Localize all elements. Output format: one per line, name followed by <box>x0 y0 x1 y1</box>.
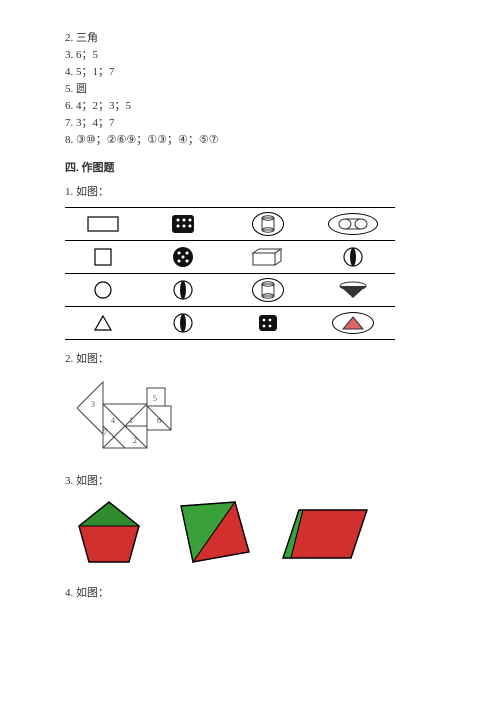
cone-icon <box>310 274 395 307</box>
table-row <box>65 208 395 241</box>
answer-3: 3. 6；5 <box>65 47 450 64</box>
section-title: 四. 作图题 <box>65 159 450 175</box>
parallelogram-shape <box>281 500 371 564</box>
table-row <box>65 274 395 307</box>
shape-table <box>65 207 395 340</box>
striped-sphere-icon <box>310 241 395 274</box>
answer-6: 6. 4；2；3；5 <box>65 98 450 115</box>
circle-icon <box>65 274 140 307</box>
checker-rect-icon <box>140 208 225 241</box>
rectangle-icon <box>65 208 140 241</box>
tangram-label: 6 <box>157 416 161 425</box>
table-row <box>65 307 395 340</box>
can-icon <box>225 274 310 307</box>
cuboid-icon <box>225 241 310 274</box>
item-4-label: 4. 如图： <box>65 584 450 600</box>
quad-shape <box>175 496 255 568</box>
triangle-icon <box>65 307 140 340</box>
tangram-label: 4 <box>111 416 115 425</box>
answer-2: 2. 三角 <box>65 30 450 47</box>
cylinder-icon <box>310 208 395 241</box>
tangram-label: 2 <box>133 436 137 445</box>
item-2-label: 2. 如图： <box>65 350 450 366</box>
striped-sphere-icon <box>140 274 225 307</box>
striped-sphere-icon <box>140 307 225 340</box>
tangram-label: 1 <box>129 416 133 425</box>
answer-8: 8. ③⑩；②⑥⑨；①③；④；⑤⑦ <box>65 132 450 149</box>
answer-4: 4. 5；1；7 <box>65 64 450 81</box>
square-icon <box>65 241 140 274</box>
answer-7: 7. 3；4；7 <box>65 115 450 132</box>
tangram-label: 3 <box>91 400 95 409</box>
shapes-row <box>69 496 450 568</box>
item-3-label: 3. 如图： <box>65 472 450 488</box>
can-icon <box>225 208 310 241</box>
tangram-label: 7 <box>103 428 107 437</box>
triangle-in-ellipse-icon <box>310 307 395 340</box>
tangram-label: 5 <box>153 394 157 403</box>
pentagon-shape <box>69 496 149 568</box>
checker-cube-icon <box>225 307 310 340</box>
table-row <box>65 241 395 274</box>
answer-5: 5. 圆 <box>65 81 450 98</box>
checker-ball-icon <box>140 241 225 274</box>
item-1-label: 1. 如图： <box>65 183 450 199</box>
tangram-figure: 1 2 3 4 5 6 7 <box>77 372 207 458</box>
